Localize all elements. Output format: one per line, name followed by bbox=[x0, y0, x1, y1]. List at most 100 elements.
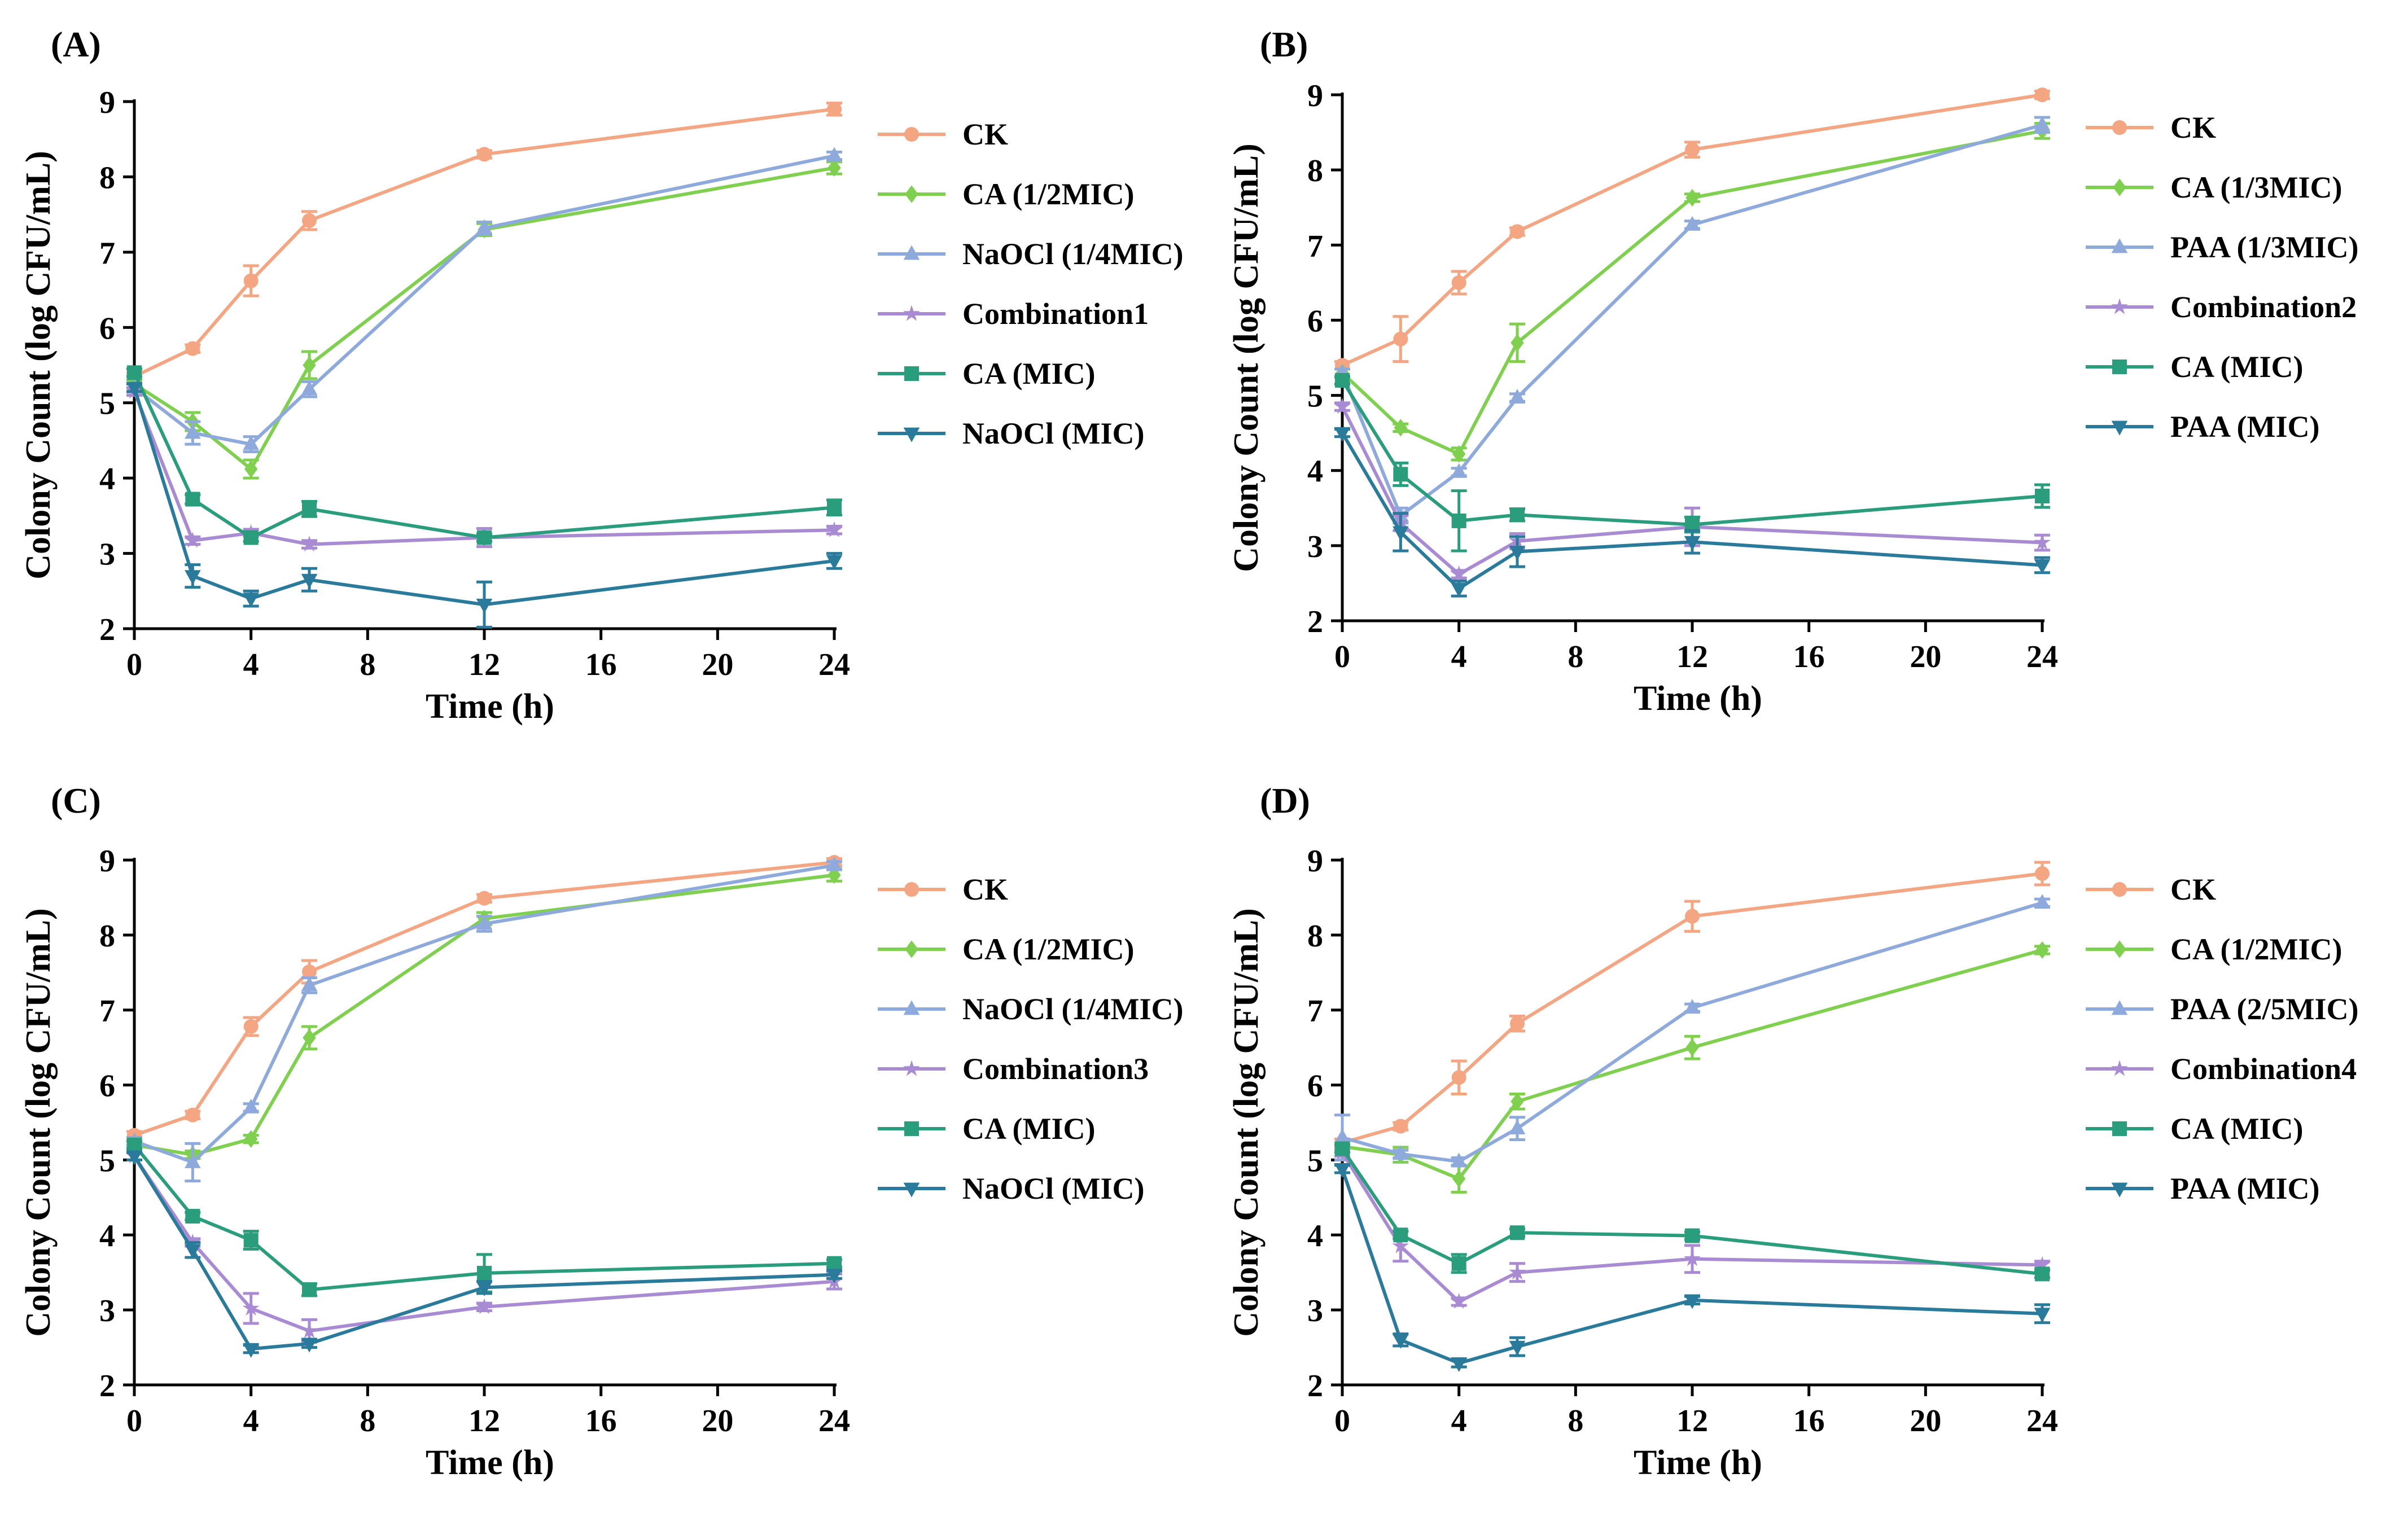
series-line bbox=[133, 166, 835, 472]
series-paa-2-5mic- bbox=[1334, 894, 2051, 1168]
legend-item: Combination1 bbox=[878, 297, 1149, 331]
data-point-triangle-up bbox=[185, 424, 201, 439]
series-ck bbox=[126, 854, 842, 1143]
x-axis-title: Time (h) bbox=[426, 687, 554, 726]
data-point-star bbox=[184, 532, 202, 548]
data-point-square bbox=[2035, 1266, 2050, 1282]
data-point-circle bbox=[1451, 1070, 1466, 1085]
legend-item: CK bbox=[878, 872, 1008, 906]
data-point-triangle-down bbox=[476, 1281, 493, 1296]
legend-item: NaOCl (MIC) bbox=[878, 1172, 1144, 1205]
data-point-circle bbox=[827, 102, 842, 117]
legend-marker-diamond bbox=[2113, 178, 2126, 196]
x-tick-label: 0 bbox=[126, 647, 142, 682]
legend-label: CA (1/2MIC) bbox=[2170, 932, 2342, 966]
x-tick-label: 8 bbox=[360, 1404, 375, 1439]
y-tick-label: 8 bbox=[1307, 919, 1323, 954]
data-point-triangle-up bbox=[301, 976, 318, 992]
series-line bbox=[133, 154, 835, 446]
legend-marker-star bbox=[903, 1060, 920, 1076]
x-tick-label: 12 bbox=[1676, 639, 1708, 674]
data-point-diamond bbox=[303, 1029, 316, 1047]
series-line bbox=[133, 372, 835, 540]
series-line bbox=[1341, 93, 2043, 367]
data-point-square bbox=[1393, 1227, 1408, 1243]
x-tick-label: 12 bbox=[469, 647, 500, 682]
data-point-triangle-down bbox=[1393, 526, 1409, 541]
data-point-circle bbox=[1393, 1119, 1408, 1134]
legend-item: Combination2 bbox=[2086, 290, 2357, 324]
series-line bbox=[1341, 1168, 2043, 1365]
x-tick-label: 12 bbox=[469, 1404, 500, 1439]
legend-item: CK bbox=[2086, 111, 2216, 144]
data-point-triangle-down bbox=[1393, 1334, 1409, 1349]
series-ca-1-2mic- bbox=[1334, 941, 2050, 1194]
data-point-square bbox=[302, 501, 317, 516]
legend-marker-circle bbox=[2112, 120, 2127, 135]
series-line bbox=[134, 861, 835, 1137]
legend-label: CA (MIC) bbox=[2170, 1112, 2303, 1146]
data-point-star bbox=[1450, 565, 1468, 582]
legend-marker-diamond bbox=[905, 940, 918, 958]
data-point-triangle-up bbox=[1509, 1120, 1526, 1135]
legend-item: CA (1/2MIC) bbox=[878, 177, 1134, 211]
series-line bbox=[133, 387, 835, 607]
data-point-star bbox=[1684, 1250, 1701, 1266]
legend-marker-star bbox=[2111, 298, 2128, 314]
data-point-triangle-up bbox=[243, 1098, 259, 1113]
legend-marker-triangle-up bbox=[903, 245, 920, 260]
legend-item: CK bbox=[2086, 872, 2216, 906]
legend-label: PAA (2/5MIC) bbox=[2170, 992, 2358, 1026]
data-point-square bbox=[1335, 372, 1350, 388]
x-tick-label: 24 bbox=[2026, 1404, 2058, 1439]
data-point-diamond bbox=[1452, 445, 1466, 463]
legend-marker-triangle-down bbox=[903, 1182, 920, 1198]
legend-label: Combination4 bbox=[2170, 1052, 2357, 1086]
y-tick-label: 4 bbox=[1307, 1218, 1323, 1253]
y-tick-label: 9 bbox=[99, 85, 115, 120]
data-point-diamond bbox=[303, 356, 316, 374]
data-point-triangle-down bbox=[476, 598, 493, 613]
data-point-triangle-down bbox=[1509, 546, 1526, 561]
legend-marker-triangle-down bbox=[2111, 420, 2128, 436]
data-point-circle bbox=[477, 891, 492, 906]
data-point-triangle-up bbox=[301, 380, 318, 396]
data-point-triangle-down bbox=[2034, 559, 2051, 575]
data-point-diamond bbox=[1394, 419, 1408, 437]
y-tick-label: 5 bbox=[1307, 1143, 1323, 1178]
series-ca-mic- bbox=[126, 1137, 842, 1297]
data-point-star bbox=[1450, 1292, 1468, 1309]
legend-marker-triangle-down bbox=[903, 427, 920, 442]
data-point-triangle-down bbox=[126, 382, 143, 397]
data-point-triangle-up bbox=[1509, 388, 1526, 404]
x-tick-label: 20 bbox=[702, 647, 733, 682]
y-tick-label: 8 bbox=[99, 160, 115, 195]
legend-label: PAA (MIC) bbox=[2170, 1172, 2319, 1205]
data-point-circle bbox=[185, 341, 200, 356]
series-line bbox=[1341, 432, 2043, 591]
y-tick-label: 8 bbox=[1307, 154, 1323, 188]
panel-d: (D) 0 4 8 12 16 20 24 2 3 4 5 6 7 8 9 Time (h) Colony Cou… bbox=[1227, 780, 2358, 1482]
x-tick-label: 4 bbox=[1451, 639, 1467, 674]
data-point-triangle-up bbox=[826, 856, 843, 871]
data-point-square bbox=[127, 365, 142, 380]
data-point-triangle-up bbox=[1334, 1128, 1351, 1143]
legend-marker-square bbox=[2112, 359, 2127, 374]
data-point-square bbox=[1510, 507, 1525, 523]
data-point-square bbox=[243, 1233, 259, 1248]
data-point-circle bbox=[477, 147, 492, 162]
x-tick-label: 16 bbox=[1793, 1404, 1825, 1439]
series-line bbox=[133, 1155, 835, 1333]
x-tick-label: 8 bbox=[1568, 639, 1583, 674]
data-point-triangle-down bbox=[1334, 427, 1351, 442]
data-point-triangle-down bbox=[826, 1269, 843, 1284]
data-point-triangle-down bbox=[126, 1150, 143, 1165]
legend-label: CA (1/3MIC) bbox=[2170, 170, 2342, 204]
y-tick-label: 2 bbox=[99, 1369, 115, 1404]
data-point-diamond bbox=[244, 460, 258, 478]
data-point-triangle-down bbox=[185, 1244, 201, 1259]
legend-item: PAA (MIC) bbox=[2086, 410, 2319, 444]
legend-marker-square bbox=[904, 366, 919, 381]
data-point-square bbox=[1393, 467, 1408, 482]
